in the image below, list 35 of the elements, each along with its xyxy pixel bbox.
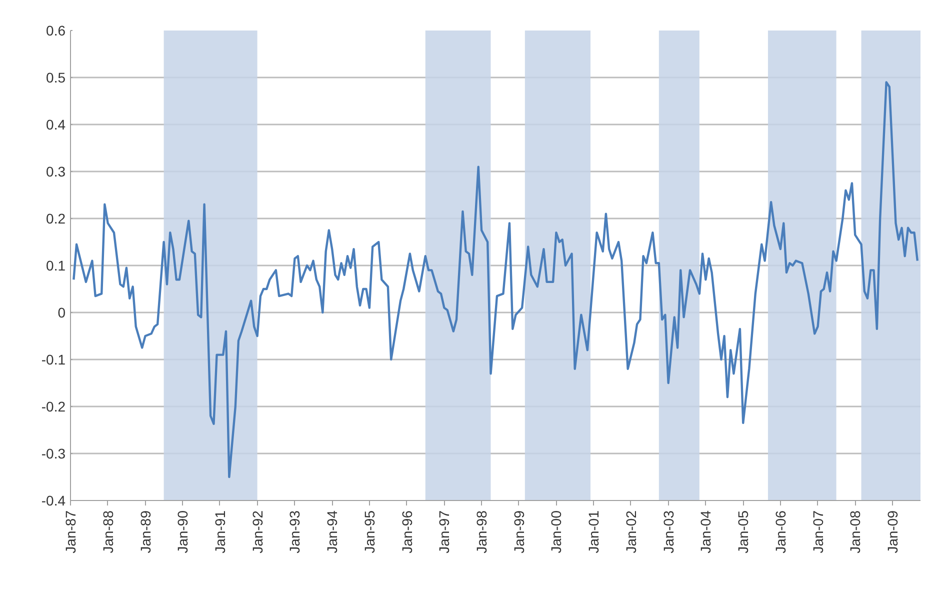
x-tick-label: Jan-05: [735, 510, 752, 554]
y-tick-label: -0.1: [41, 352, 66, 368]
x-tick-label: Jan-91: [212, 510, 228, 554]
y-tick-label: 0.1: [46, 258, 66, 274]
x-tick-label: Jan-04: [698, 510, 714, 554]
x-tick-label: Jan-93: [286, 510, 303, 554]
x-tick-label: Jan-98: [474, 510, 490, 554]
y-tick-label: 0.2: [46, 210, 66, 226]
x-tick-label: Jan-06: [772, 510, 788, 554]
x-tick-label: Jan-07: [810, 510, 826, 554]
y-tick-label: 0.4: [46, 116, 66, 132]
y-tick-label: 0.3: [46, 164, 66, 180]
x-tick-label: Jan-90: [174, 510, 191, 554]
x-tick-label: Jan-03: [660, 510, 676, 554]
y-tick-label: 0.5: [46, 70, 66, 86]
x-tick-label: Jan-02: [622, 510, 639, 554]
y-tick-label: -0.2: [41, 398, 66, 414]
x-tick-label: Jan-95: [361, 510, 378, 554]
x-tick-label: Jan-96: [398, 510, 415, 554]
x-tick-label: Jan-92: [249, 510, 266, 554]
x-tick-label: Jan-09: [884, 510, 901, 554]
line-series: [72, 81, 919, 478]
x-tick-label: Jan-08: [847, 510, 864, 554]
x-tick-label: Jan-01: [586, 510, 602, 554]
x-tick-label: Jan-87: [62, 510, 78, 554]
y-tick-label: 0: [58, 304, 66, 320]
x-tick-label: Jan-88: [100, 510, 116, 554]
x-tick-label: Jan-97: [436, 510, 452, 554]
y-tick-label: -0.3: [41, 446, 66, 462]
y-tick-label: 0.6: [46, 22, 66, 38]
x-tick-label: Jan-99: [510, 510, 527, 554]
x-tick-label: Jan-00: [548, 510, 564, 554]
y-tick-label: -0.4: [41, 492, 66, 508]
x-tick-label: Jan-94: [324, 510, 340, 554]
x-tick-label: Jan-89: [137, 510, 154, 554]
